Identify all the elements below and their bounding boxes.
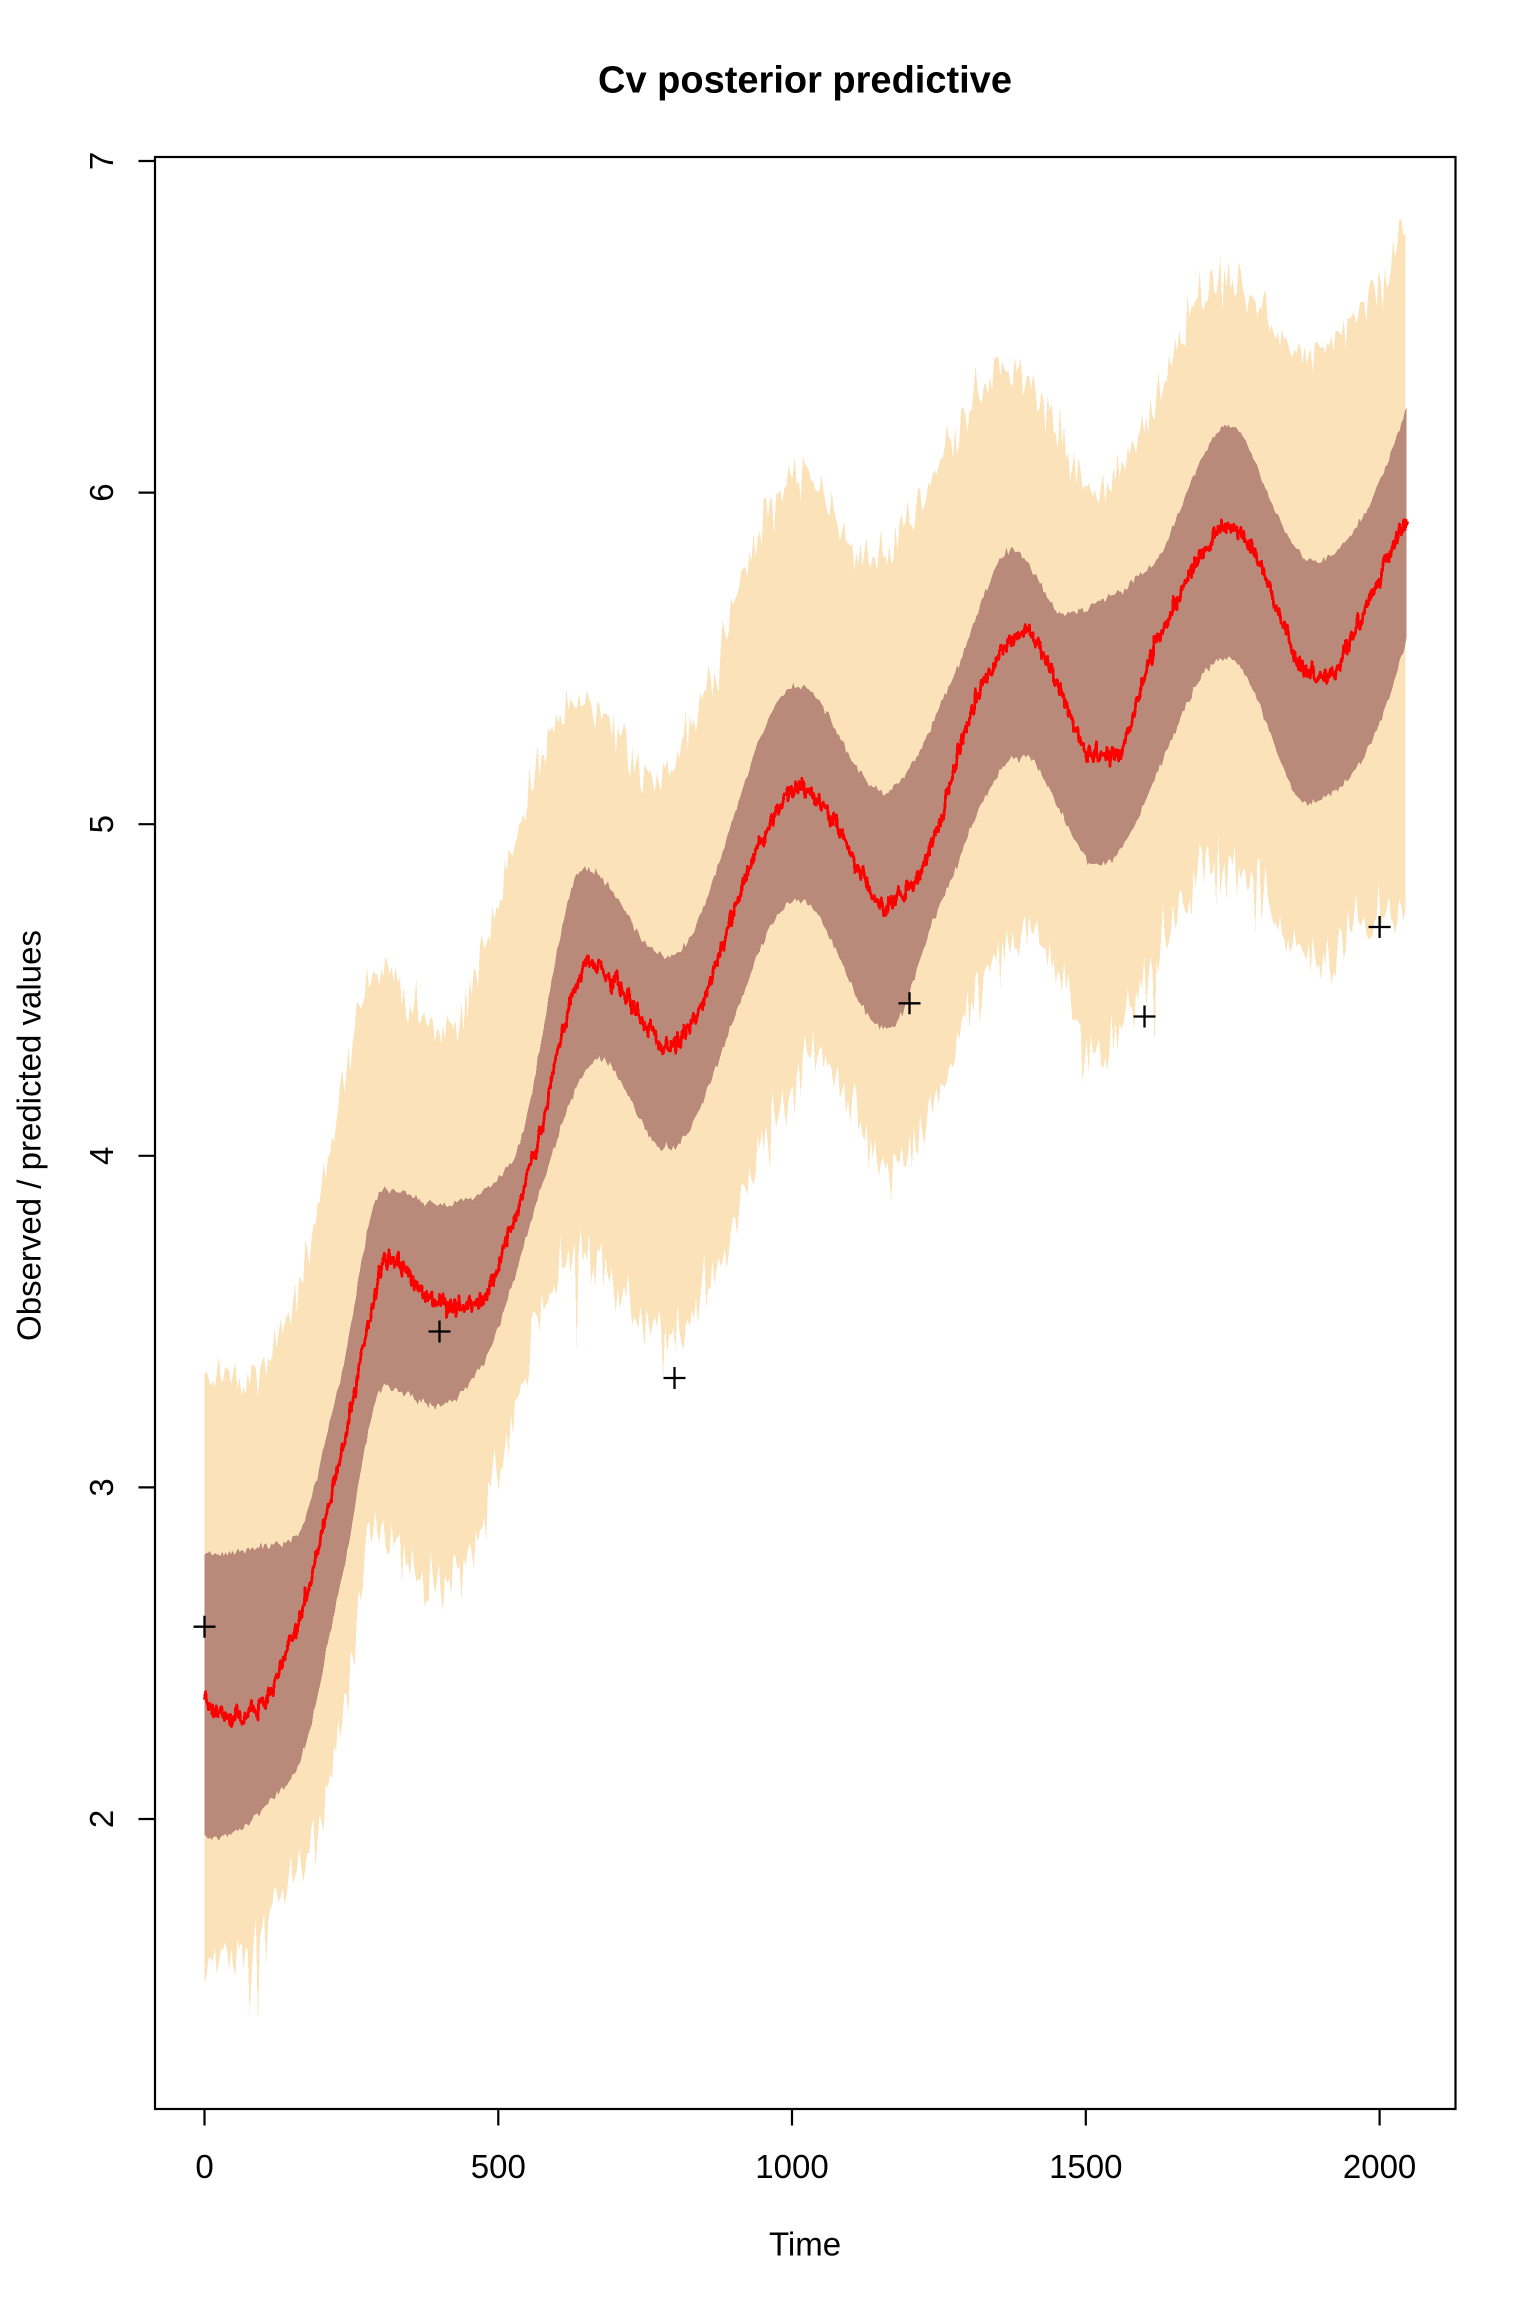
svg-text:Time: Time — [769, 2226, 841, 2263]
svg-text:1000: 1000 — [755, 2148, 828, 2185]
svg-text:0: 0 — [195, 2148, 213, 2185]
svg-text:2000: 2000 — [1343, 2148, 1416, 2185]
svg-text:1500: 1500 — [1049, 2148, 1122, 2185]
svg-text:6: 6 — [83, 483, 120, 501]
svg-text:4: 4 — [83, 1147, 120, 1165]
svg-text:Cv posterior predictive: Cv posterior predictive — [598, 60, 1012, 102]
svg-text:5: 5 — [83, 815, 120, 833]
svg-text:3: 3 — [83, 1478, 120, 1496]
svg-text:Observed / predicted values: Observed / predicted values — [11, 930, 48, 1341]
svg-text:7: 7 — [83, 152, 120, 170]
svg-text:2: 2 — [83, 1810, 120, 1828]
svg-text:500: 500 — [471, 2148, 526, 2185]
